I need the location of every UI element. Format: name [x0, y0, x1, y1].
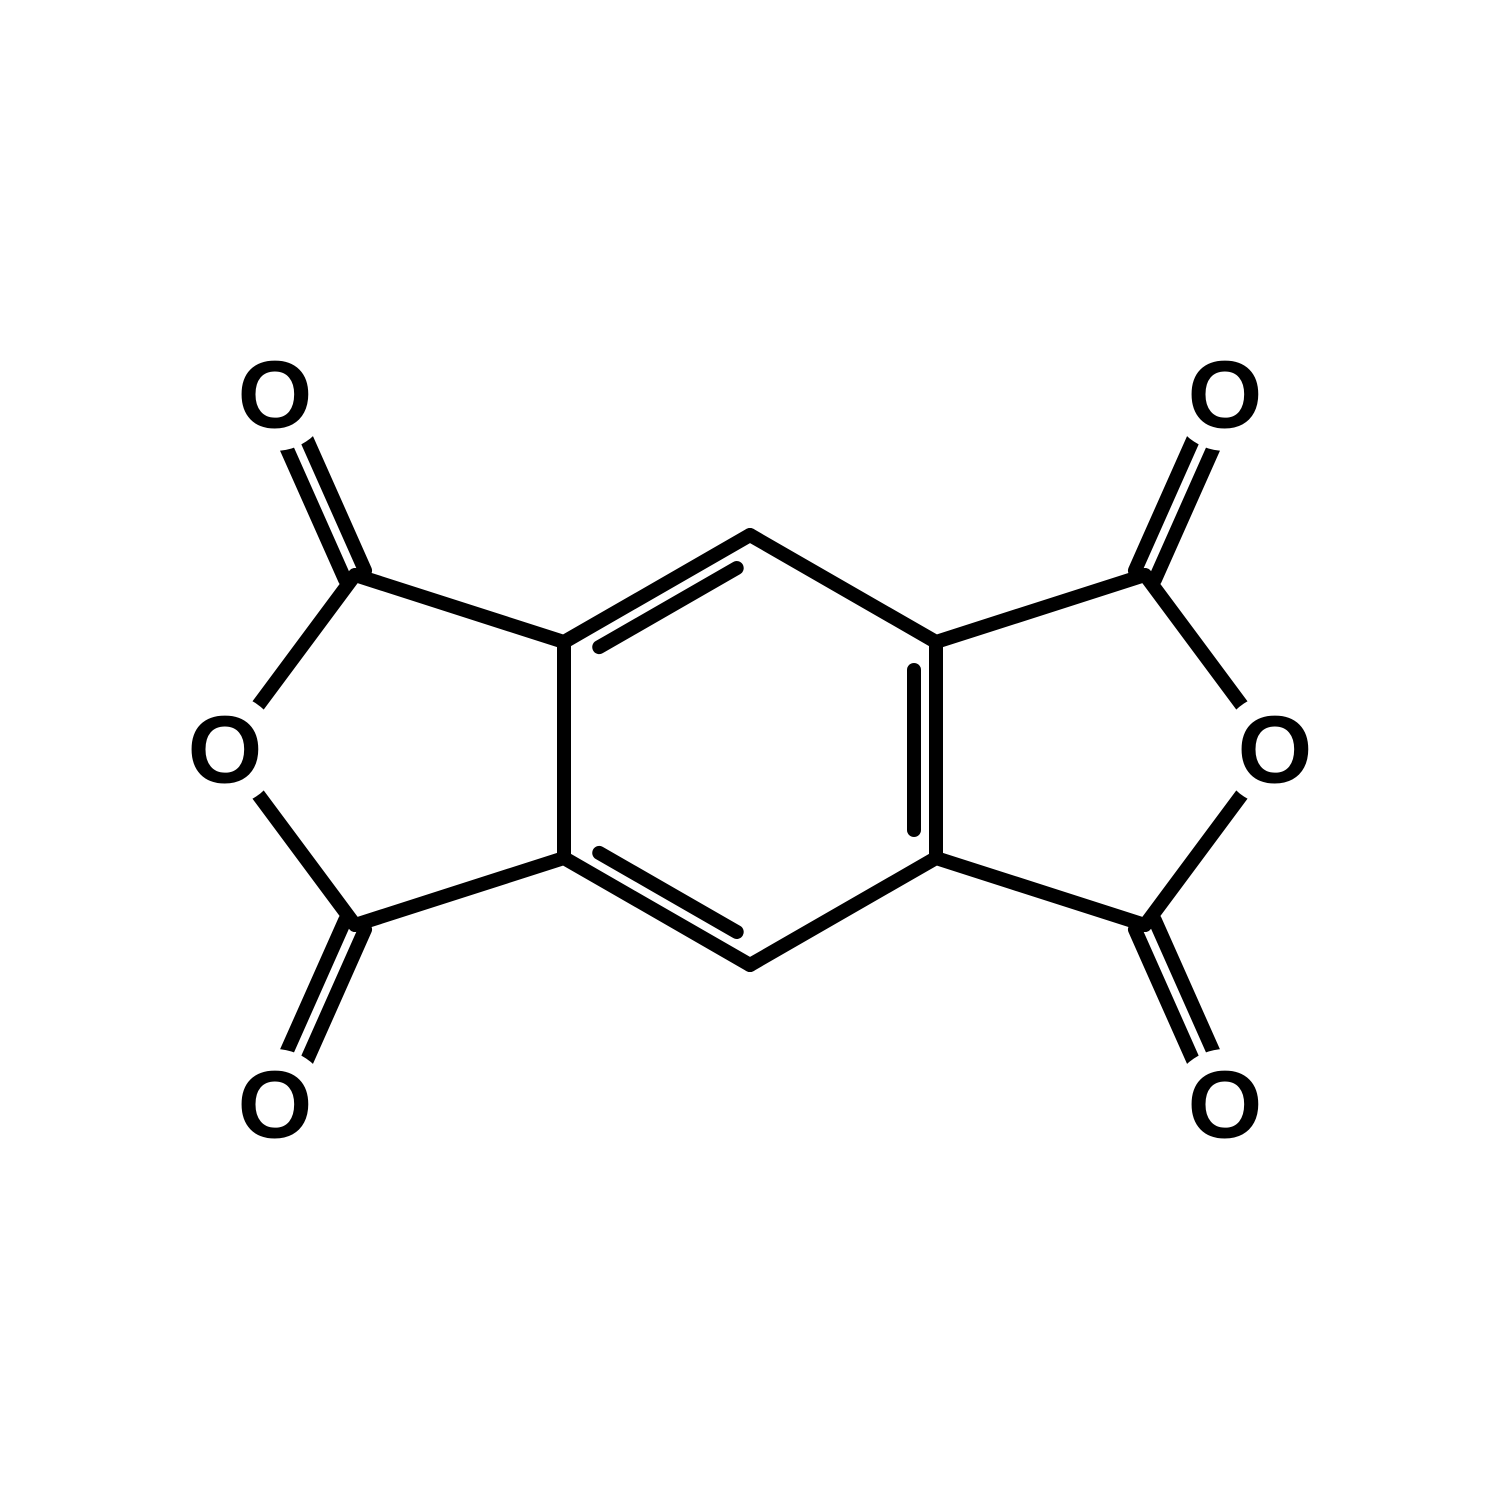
bond-line: [355, 858, 564, 925]
atom-label: O: [238, 1052, 313, 1159]
bond-line: [1145, 792, 1244, 925]
bond-line: [256, 575, 355, 708]
bond-line: [564, 858, 750, 965]
atom-OL: O: [169, 694, 281, 806]
atom-layer: O O O O O O: [169, 339, 1331, 1161]
bond-line: [936, 858, 1145, 925]
bond-line: [1145, 575, 1244, 708]
bond-line: [256, 792, 355, 925]
atom-O_LB: O: [219, 1049, 331, 1161]
bond-line: [355, 575, 564, 642]
atom-label: O: [1188, 1052, 1263, 1159]
atom-OR: O: [1219, 694, 1331, 806]
atom-O_RB: O: [1169, 1049, 1281, 1161]
bond-line: [750, 858, 936, 965]
atom-O_RT: O: [1169, 339, 1281, 451]
atom-label: O: [1238, 697, 1313, 804]
atom-label: O: [188, 697, 263, 804]
bond-line: [750, 535, 936, 642]
bond-line: [564, 535, 750, 642]
bond-layer: [256, 438, 1244, 1062]
atom-label: O: [238, 342, 313, 449]
bond-line: [936, 575, 1145, 642]
atom-label: O: [1188, 342, 1263, 449]
molecule-canvas: O O O O O O: [0, 0, 1500, 1500]
atom-O_LT: O: [219, 339, 331, 451]
